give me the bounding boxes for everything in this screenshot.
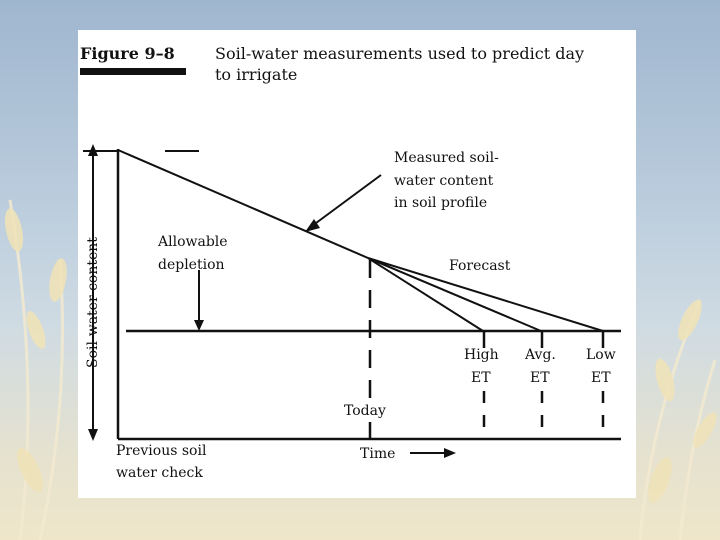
measured-label-line3: in soil profile [394,195,487,211]
avg-et-label-line2: ET [530,370,550,386]
allowable-label-line1: Allowable [157,234,228,250]
measured-callout-arrow-head [305,219,320,232]
allowable-label-line2: depletion [158,257,225,273]
soil-water-diagram: Figure 9–8 Soil-water measurements used … [80,44,621,481]
high-et-label-line1: High [464,347,499,363]
forecast-line-high-et [367,257,484,332]
measured-decline-line [117,149,369,259]
figure-label: Figure 9–8 [80,44,175,63]
y-axis-arrow-head-bottom [88,429,98,441]
measured-label-line1: Measured soil- [394,150,499,166]
forecast-label: Forecast [449,258,511,274]
today-label: Today [344,403,386,419]
figure-title-line2: to irrigate [215,65,297,84]
previous-check-label-line1: Previous soil [116,443,207,459]
previous-check-label-line2: water check [116,465,203,481]
figure-panel: Figure 9–8 Soil-water measurements used … [78,30,636,498]
forecast-line-low-et [367,257,604,332]
avg-et-label-line1: Avg. [524,347,556,363]
low-et-label-line2: ET [591,370,611,386]
measured-label-line2: water content [394,173,494,189]
time-arrow-head [444,448,456,458]
allowable-depletion-arrow-head [194,320,204,331]
x-axis-label: Time [360,446,395,462]
low-et-label-line1: Low [586,347,616,363]
figure-title-line1: Soil-water measurements used to predict … [215,44,584,63]
figure-label-bar [80,68,186,75]
high-et-label-line2: ET [471,370,491,386]
measured-callout-arrow-shaft [311,174,382,227]
forecast-line-avg-et [367,257,542,332]
